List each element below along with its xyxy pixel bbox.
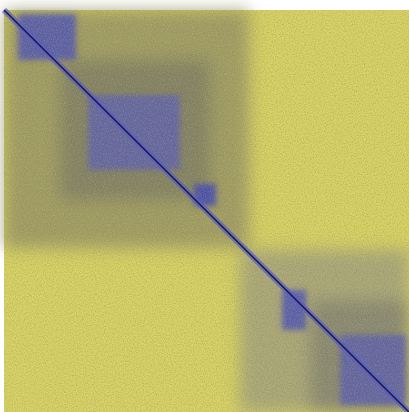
contact-map [0, 0, 409, 412]
page: (() => { const data = JSON.parse(documen… [0, 0, 409, 412]
